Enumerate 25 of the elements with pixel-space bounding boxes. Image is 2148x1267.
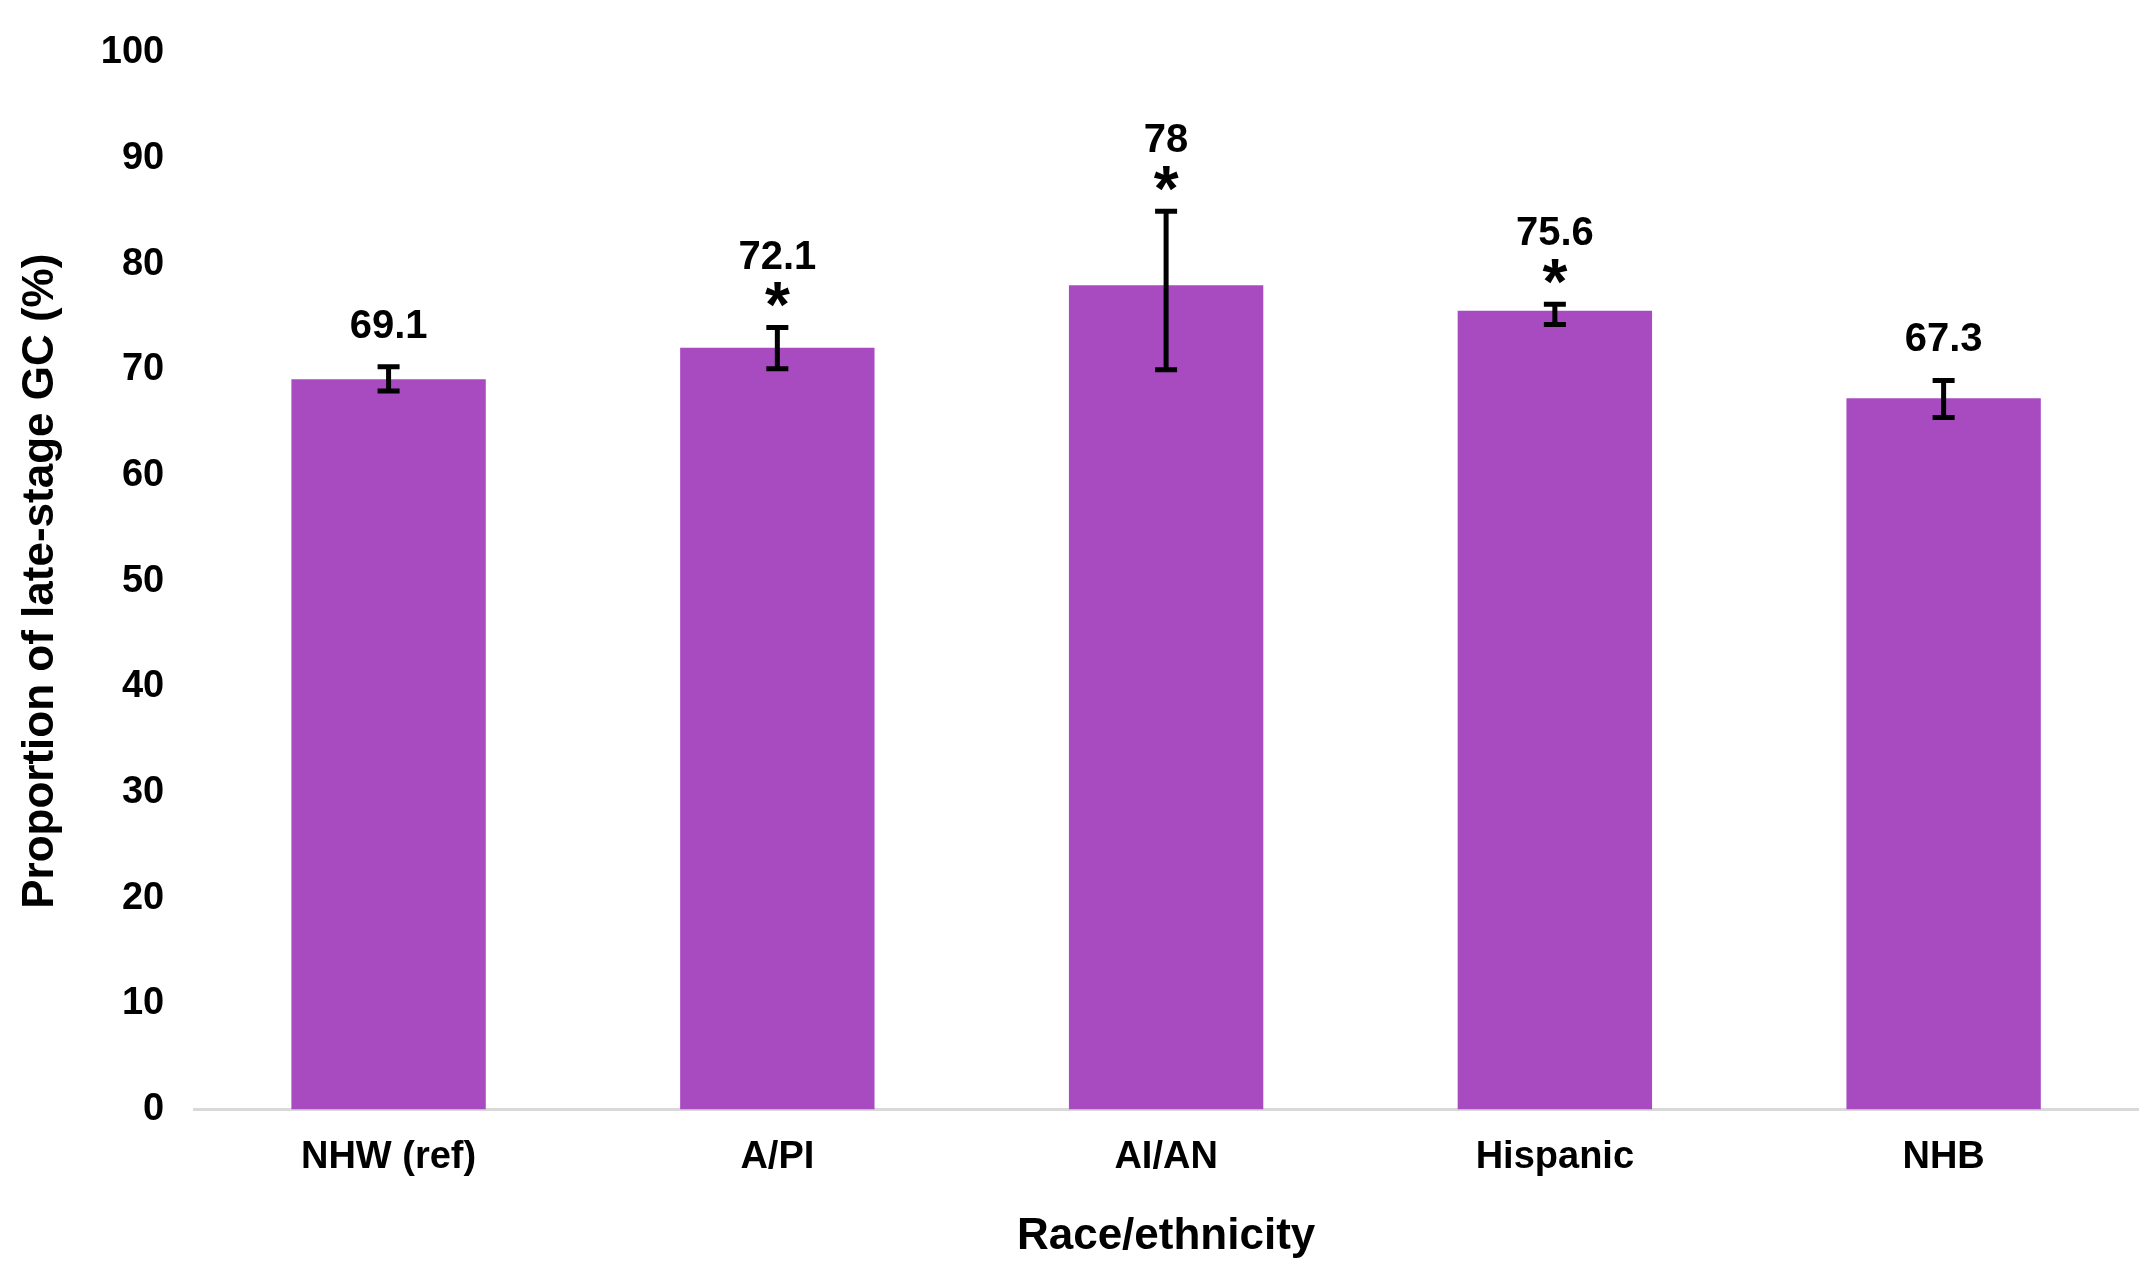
y-axis-title: Proportion of late-stage GC (%) (12, 253, 62, 909)
y-tick-label: 10 (121, 980, 165, 1023)
data-label: 69.1 (349, 301, 428, 346)
y-tick-label: 70 (121, 346, 165, 389)
bar (1457, 310, 1653, 1110)
y-tick-label: 20 (121, 874, 165, 917)
bar (1068, 285, 1264, 1110)
bar (291, 379, 486, 1110)
x-tick-label: AI/AN (1114, 1133, 1218, 1176)
y-tick-label: 90 (121, 134, 165, 177)
data-label: 67.3 (1904, 315, 1983, 360)
bar (680, 347, 875, 1110)
x-tick-label: NHB (1902, 1133, 1985, 1176)
y-tick-label: 100 (100, 29, 165, 72)
x-tick-label: A/PI (740, 1133, 815, 1176)
y-tick-label: 60 (121, 452, 165, 494)
y-tick-label: 80 (121, 240, 165, 283)
bar (1846, 398, 2041, 1110)
y-tick-label: 0 (143, 1086, 165, 1129)
y-tick-label: 30 (121, 769, 165, 812)
x-axis-title: Race/ethnicity (1016, 1208, 1316, 1258)
y-tick-label: 50 (121, 557, 165, 600)
y-tick-label: 40 (121, 663, 165, 706)
x-tick-label: NHW (ref) (300, 1133, 477, 1176)
x-tick-label: Hispanic (1475, 1133, 1635, 1176)
